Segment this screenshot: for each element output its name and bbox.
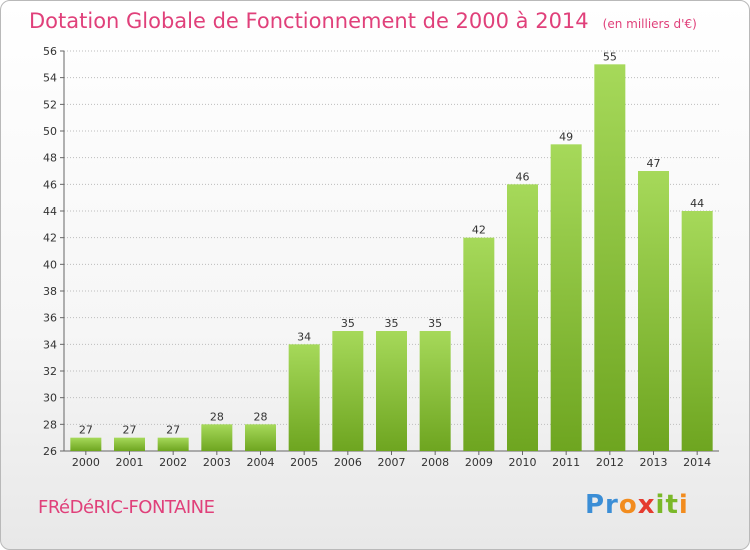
data-label-2010: 46 — [516, 170, 530, 183]
x-tick-label-2006: 2006 — [334, 456, 362, 469]
data-labels: 27 27 27 28 28 34 35 35 35 42 46 49 55 47 44 — [79, 50, 704, 436]
bar-2010 — [507, 184, 538, 452]
x-tick-label-2004: 2004 — [247, 456, 275, 469]
bar-2013 — [638, 171, 669, 451]
bar-2009 — [463, 237, 495, 451]
data-label-2012: 55 — [603, 50, 617, 63]
chart-title: Dotation Globale de Fonctionnement de 20… — [29, 9, 697, 33]
data-label-2009: 42 — [472, 224, 486, 237]
x-axis-ticks: 2000 2001 2002 2003 2004 2005 2006 2007 2008 2009… — [72, 451, 711, 469]
y-tick-label: 36 — [43, 312, 57, 325]
y-tick-label: 26 — [43, 445, 57, 458]
bar-2002 — [157, 437, 189, 451]
data-label-2005: 34 — [297, 330, 311, 343]
bars — [70, 64, 713, 452]
x-tick-label-2007: 2007 — [378, 456, 406, 469]
commune-name: FRéDéRIC-FONTAINE — [38, 497, 215, 518]
x-tick-label-2013: 2013 — [640, 456, 668, 469]
x-tick-label-2003: 2003 — [203, 456, 231, 469]
data-label-2013: 47 — [647, 157, 661, 170]
y-tick-label: 50 — [43, 125, 57, 138]
y-tick-label: 42 — [43, 232, 57, 245]
y-axis-ticks: 26 28 30 32 34 36 38 40 42 44 46 48 50 52 54 56 — [43, 45, 64, 458]
x-tick-label-2012: 2012 — [596, 456, 624, 469]
x-tick-label-2008: 2008 — [421, 456, 449, 469]
y-tick-label: 38 — [43, 285, 57, 298]
y-tick-label: 52 — [43, 98, 57, 111]
y-tick-label: 54 — [43, 72, 57, 85]
chart-title-text: Dotation Globale de Fonctionnement de 20… — [29, 9, 589, 33]
y-tick-label: 56 — [43, 45, 57, 58]
bar-2008 — [419, 331, 451, 451]
bar-2007 — [376, 331, 407, 451]
x-tick-label-2000: 2000 — [72, 456, 100, 469]
data-label-2006: 35 — [341, 317, 355, 330]
x-tick-label-2002: 2002 — [159, 456, 187, 469]
proxiti-logo[interactable]: Proxiti — [585, 490, 689, 520]
y-tick-label: 30 — [43, 392, 57, 405]
bar-2005 — [288, 344, 320, 451]
data-label-2001: 27 — [123, 424, 137, 437]
y-tick-label: 48 — [43, 152, 57, 165]
bar-2011 — [550, 144, 582, 452]
x-tick-label-2010: 2010 — [509, 456, 537, 469]
x-tick-label-2011: 2011 — [552, 456, 580, 469]
x-tick-label-2001: 2001 — [116, 456, 144, 469]
chart-subtitle: (en milliers d'€) — [602, 17, 697, 31]
bar-2012 — [594, 64, 626, 452]
data-label-2007: 35 — [385, 317, 399, 330]
data-label-2008: 35 — [428, 317, 442, 330]
bar-2003 — [201, 424, 233, 451]
y-tick-label: 44 — [43, 205, 57, 218]
x-tick-label-2005: 2005 — [290, 456, 318, 469]
bar-2001 — [114, 437, 145, 451]
x-tick-label-2014: 2014 — [683, 456, 711, 469]
bar-2006 — [332, 331, 364, 451]
y-tick-label: 40 — [43, 258, 57, 271]
bar-2000 — [70, 437, 102, 451]
y-tick-label: 32 — [43, 365, 57, 378]
y-tick-label: 46 — [43, 178, 57, 191]
data-label-2004: 28 — [254, 410, 268, 423]
x-tick-label-2009: 2009 — [465, 456, 493, 469]
data-label-2002: 27 — [166, 424, 180, 437]
data-label-2011: 49 — [559, 130, 573, 143]
bar-2014 — [681, 211, 713, 451]
bar-2004 — [245, 424, 276, 451]
y-tick-label: 28 — [43, 418, 57, 431]
y-tick-label: 34 — [43, 338, 57, 351]
data-label-2003: 28 — [210, 410, 224, 423]
data-label-2000: 27 — [79, 424, 93, 437]
data-label-2014: 44 — [690, 197, 704, 210]
